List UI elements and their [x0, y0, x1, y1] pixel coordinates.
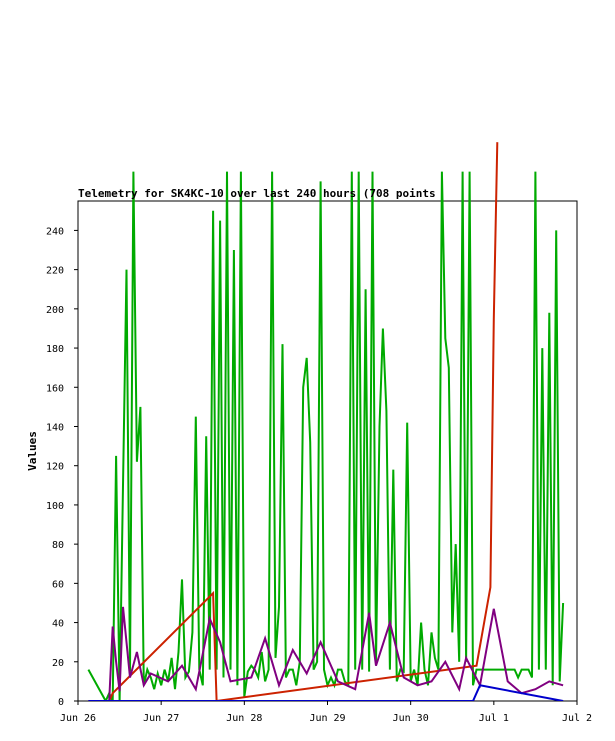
x-tick-label: Jul 2: [562, 713, 592, 724]
y-tick-label: 220: [46, 266, 64, 277]
y-tick-label: 100: [46, 501, 64, 512]
y-axis-label: Values: [26, 431, 39, 471]
chart-title: Telemetry for SK4KC-10 over last 240 hou…: [78, 187, 436, 200]
y-tick-label: 200: [46, 305, 64, 316]
series-line-2: [88, 142, 499, 701]
x-tick-label: Jun 29: [309, 713, 345, 724]
y-tick-label: 160: [46, 383, 64, 394]
y-tick-label: 20: [52, 658, 64, 669]
series-line-3: [88, 606, 564, 701]
axis-layer: 0 20 40 60 80 100 120 140 160 180 200 220 240 Jun 26 J…: [46, 226, 592, 724]
y-tick-label: 60: [52, 579, 64, 590]
y-tick-label: 180: [46, 344, 64, 355]
y-tick-label: 120: [46, 462, 64, 473]
x-tick-label: Jun 28: [226, 713, 262, 724]
series-layer: [87, 142, 565, 701]
y-tick-label: 140: [46, 422, 64, 433]
series-line-1: [87, 171, 565, 701]
x-tick-label: Jul 1: [479, 713, 509, 724]
x-tick-label: Jun 30: [393, 713, 429, 724]
x-tick-label: Jun 26: [60, 713, 96, 724]
y-tick-label: 0: [58, 697, 64, 708]
y-tick-label: 240: [46, 226, 64, 237]
series-line-4: [88, 684, 564, 701]
x-tick-label: Jun 27: [143, 713, 179, 724]
y-tick-label: 80: [52, 540, 64, 551]
y-tick-label: 40: [52, 619, 64, 630]
